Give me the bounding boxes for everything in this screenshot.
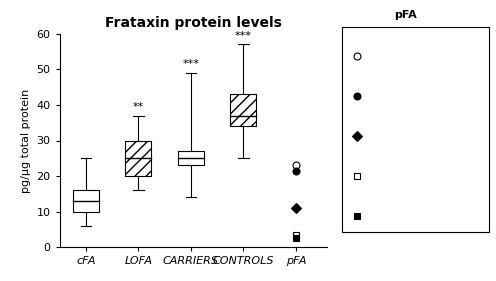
Title: Frataxin protein levels: Frataxin protein levels <box>105 16 282 30</box>
Text: I154F/GAA 921: I154F/GAA 921 <box>371 171 443 181</box>
Text: R165P/GAA 926: R165P/GAA 926 <box>371 51 448 61</box>
Text: R165P/GAA 988: R165P/GAA 988 <box>371 91 447 101</box>
Text: ***: *** <box>235 31 252 41</box>
Text: I154F/GAA 959: I154F/GAA 959 <box>371 211 443 221</box>
Text: **: ** <box>132 102 144 112</box>
Text: IVS4+3delA/GAA 731: IVS4+3delA/GAA 731 <box>371 131 474 141</box>
Bar <box>178 151 204 166</box>
Bar <box>72 190 99 212</box>
Y-axis label: pg/μg total protein: pg/μg total protein <box>21 89 31 192</box>
Text: pFA: pFA <box>394 10 417 20</box>
Text: ***: *** <box>183 59 199 69</box>
Bar <box>125 140 151 176</box>
Bar <box>230 94 256 126</box>
